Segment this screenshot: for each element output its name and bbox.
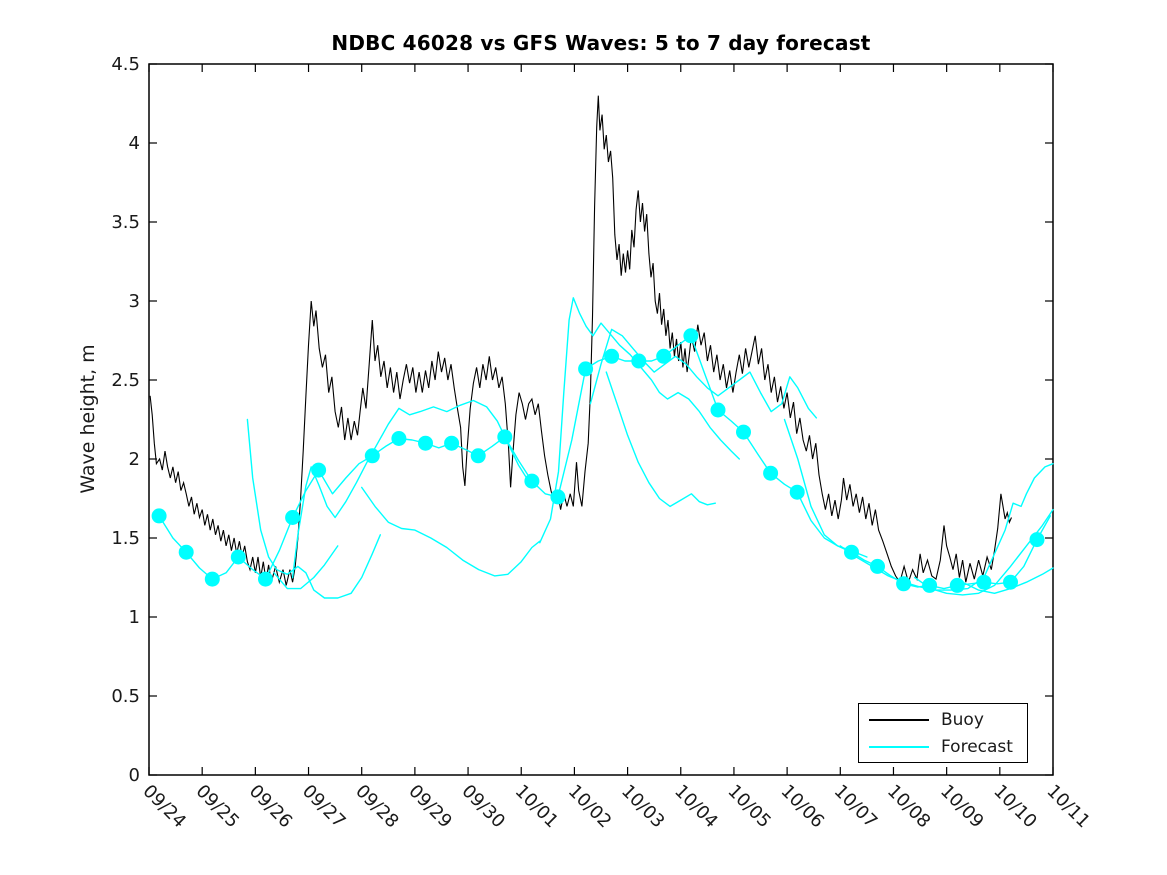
forecast-marker-dot [763,465,779,481]
x-tick-label: 10/03 [617,781,669,833]
forecast-marker-dot [204,571,220,587]
y-tick-label: 1 [129,607,140,628]
x-tick-label: 09/25 [192,781,244,833]
forecast-marker-dot [976,574,992,590]
legend: Buoy Forecast [858,703,1028,763]
forecast-run-line [589,328,818,419]
chart-title: NDBC 46028 vs GFS Waves: 5 to 7 day fore… [331,31,871,55]
forecast-marker-dot [418,435,433,451]
y-tick-label: 2 [129,449,140,470]
forecast-marker-dot [1029,532,1045,548]
y-tick-label: 3.5 [111,212,140,233]
y-tick-label: 3 [129,291,140,312]
forecast-marker-dot [230,549,246,565]
x-tick-label: 10/07 [830,781,882,833]
y-tick-label: 1.5 [111,528,140,549]
forecast-marker-dot [258,571,273,587]
legend-row-buoy: Buoy [859,710,1027,730]
forecast-marker-dot [550,489,566,505]
forecast-run-line [605,371,716,508]
forecast-marker-dot [311,462,327,478]
forecast-run-line [291,399,528,579]
x-tick-label: 10/01 [511,781,563,833]
x-tick-label: 09/24 [138,781,190,833]
x-tick-label: 10/05 [723,781,775,833]
x-tick-label: 10/08 [883,781,935,833]
forecast-marker-dot [578,361,594,377]
x-tick-label: 10/06 [777,781,829,833]
x-tick-label: 10/11 [1042,781,1094,833]
forecast-run-line [839,463,1054,591]
x-tick-label: 09/29 [404,781,456,833]
forecast-run-line [539,297,740,544]
y-tick-label: 0 [129,765,140,786]
legend-label-forecast: Forecast [941,736,1013,757]
forecast-marker-dot [285,510,301,525]
y-tick-label: 2.5 [111,370,140,391]
forecast-marker-dot [444,435,460,451]
forecast-run-line [361,486,541,577]
forecast-line-swatch [869,745,929,748]
forecast-marker-dot [922,577,938,593]
x-tick-label: 10/04 [670,781,722,833]
forecast-marker-dot [844,544,859,560]
y-tick-label: 4.5 [111,54,140,75]
forecast-marker-dot [870,558,885,574]
forecast-marker-dot [656,348,672,364]
forecast-marker-dot [604,348,620,364]
forecast-marker-dot [178,544,194,560]
forecast-marker-dot [524,473,540,489]
forecast-marker-dot [364,448,380,464]
x-tick-label: 09/26 [245,781,297,833]
buoy-series-line [149,95,1013,586]
y-tick-label: 4 [129,133,140,154]
forecast-run-line [273,545,339,590]
x-tick-label: 09/28 [351,781,403,833]
forecast-run-line [246,418,381,599]
y-tick-label: 0.5 [111,686,140,707]
forecast-marker-dot [949,577,965,593]
legend-label-buoy: Buoy [941,709,984,730]
forecast-marker-dot [151,508,167,524]
forecast-marker-dot [896,576,912,592]
x-tick-label: 10/09 [936,781,988,833]
forecast-marker-dot [710,402,726,418]
forecast-marker-dot [736,424,751,440]
forecast-marker-dot [789,484,805,500]
buoy-line-swatch [869,718,929,721]
forecast-marker-dot [683,328,699,344]
x-tick-label: 10/02 [564,781,616,833]
y-axis-title: Wave height, m [77,344,99,494]
plot-frame [148,63,1054,776]
forecast-marker-dot [631,353,647,369]
x-tick-label: 09/27 [298,781,350,833]
forecast-marker-dot [497,429,513,445]
forecast-marker-dot [1003,574,1018,590]
legend-row-forecast: Forecast [859,737,1027,757]
x-tick-label: 09/30 [458,781,510,833]
forecast-marker-dot [391,431,407,446]
forecast-run-line [158,335,1052,590]
forecast-marker-dot [470,448,486,464]
x-tick-label: 10/10 [989,781,1041,833]
